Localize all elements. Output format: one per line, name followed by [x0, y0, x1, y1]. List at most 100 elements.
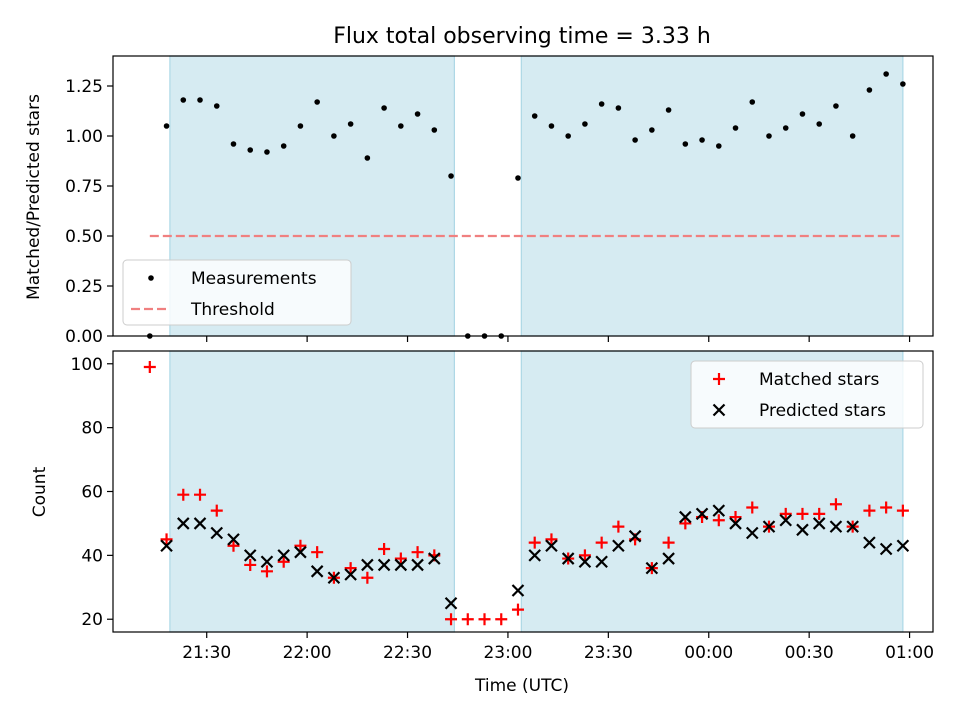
matched-stars-point [528, 536, 541, 549]
predicted-stars-point [327, 571, 341, 584]
matched-stars-point [712, 514, 725, 527]
matched-stars-point [311, 546, 324, 559]
predicted-stars-point [829, 520, 843, 533]
predicted-stars-point [662, 552, 675, 565]
x-tick-label: 23:00 [483, 643, 532, 663]
matched-stars-point [813, 507, 826, 520]
legend-matched-marker [713, 373, 725, 385]
predicted-stars-point [243, 549, 257, 562]
matched-stars-point [445, 613, 458, 626]
matched-stars-point [880, 501, 893, 514]
measurement-point [163, 123, 170, 129]
shaded-span [520, 55, 904, 337]
measurement-point [448, 173, 454, 179]
matched-stars-point [746, 501, 759, 514]
y-tick-label: 100 [71, 355, 103, 375]
plot-frame [112, 55, 934, 337]
predicted-stars-point [160, 539, 173, 553]
x-tick-label: 01:00 [885, 643, 934, 663]
predicted-stars-point [361, 558, 374, 572]
measurement-point [515, 175, 521, 181]
x-tick-label: 00:00 [684, 643, 733, 663]
measurement-point [548, 123, 555, 129]
x-axis-label: Time (UTC) [474, 676, 569, 696]
measurement-point [297, 123, 304, 129]
predicted-stars-point [846, 520, 859, 533]
predicted-stars-point [411, 558, 424, 572]
measurement-point [331, 133, 337, 139]
predicted-stars-point [812, 517, 826, 530]
matched-stars-point [511, 603, 524, 616]
legend-label: Threshold [190, 300, 275, 320]
predicted-stars-point [595, 555, 608, 569]
matched-stars-point [294, 539, 307, 552]
predicted-stars-point [796, 523, 809, 537]
matched-stars-point [394, 552, 407, 565]
matched-stars-point [796, 507, 809, 520]
predicted-stars-point [762, 520, 776, 533]
x-tick-label: 22:30 [383, 643, 432, 663]
legend-box [122, 259, 352, 326]
matched-stars-point [595, 536, 608, 549]
measurement-point [264, 149, 270, 155]
measurement-point [598, 101, 605, 107]
matched-stars-point [896, 504, 909, 517]
bottom-y-axis-label: Count [30, 466, 50, 517]
predicted-stars-point [879, 542, 893, 556]
measurement-point [649, 127, 655, 133]
measurement-point [682, 141, 689, 147]
predicted-stars-point [227, 533, 240, 546]
matched-stars-point [612, 520, 625, 533]
measurement-point [414, 111, 421, 117]
measurement-point [314, 99, 320, 105]
measurement-point [849, 133, 856, 139]
matched-stars-point [461, 613, 474, 626]
predicted-stars-point [729, 517, 742, 530]
predicted-stars-point [511, 584, 525, 597]
y-tick-label: 0.25 [65, 277, 103, 297]
predicted-stars-point [561, 552, 575, 565]
x-tick-label: 00:30 [785, 643, 834, 663]
legend-label: Matched stars [759, 370, 879, 390]
matched-stars-point [729, 511, 742, 524]
predicted-stars-point [528, 549, 541, 562]
measurement-point [732, 125, 739, 131]
chart-title: Flux total observing time = 3.33 h [333, 24, 711, 49]
predicted-stars-point [344, 568, 357, 581]
matched-stars-point [277, 555, 290, 568]
matched-stars-point [679, 517, 692, 530]
measurement-point [782, 125, 789, 131]
measurement-point [833, 103, 839, 109]
matched-stars-point [545, 533, 558, 546]
top-y-axis-label: Matched/Predicted stars [24, 94, 44, 300]
predicted-stars-point [896, 539, 910, 553]
matched-stars-point [260, 565, 273, 578]
measurement-point [665, 107, 672, 113]
shaded-span [169, 350, 455, 633]
measurement-point [280, 143, 287, 149]
measurement-point [565, 133, 571, 139]
measurement-point [883, 71, 889, 77]
y-tick-label: 60 [81, 483, 103, 503]
predicted-stars-point [277, 549, 290, 562]
predicted-stars-point [645, 561, 659, 575]
y-tick-label: 20 [81, 610, 103, 630]
measurement-point [715, 143, 722, 149]
x-tick-label: 22:00 [283, 643, 332, 663]
matched-stars-point [779, 507, 792, 520]
predicted-stars-point [428, 552, 441, 565]
matched-stars-point [344, 562, 357, 575]
y-tick-label: 0.50 [65, 227, 103, 247]
measurement-point [247, 147, 254, 153]
measurement-point [381, 105, 387, 111]
predicted-stars-point [712, 504, 726, 517]
matched-stars-point [411, 546, 424, 559]
measurement-point [866, 87, 873, 93]
measurement-point [213, 103, 220, 109]
measurement-point [230, 141, 237, 147]
predicted-stars-point [310, 565, 324, 578]
x-tick-label: 21:30 [182, 643, 231, 663]
predicted-stars-point [394, 558, 408, 572]
top-panel: 0.00 0.25 0.50 0.75 1.00 1.25 Measurements Thre… [65, 55, 934, 347]
